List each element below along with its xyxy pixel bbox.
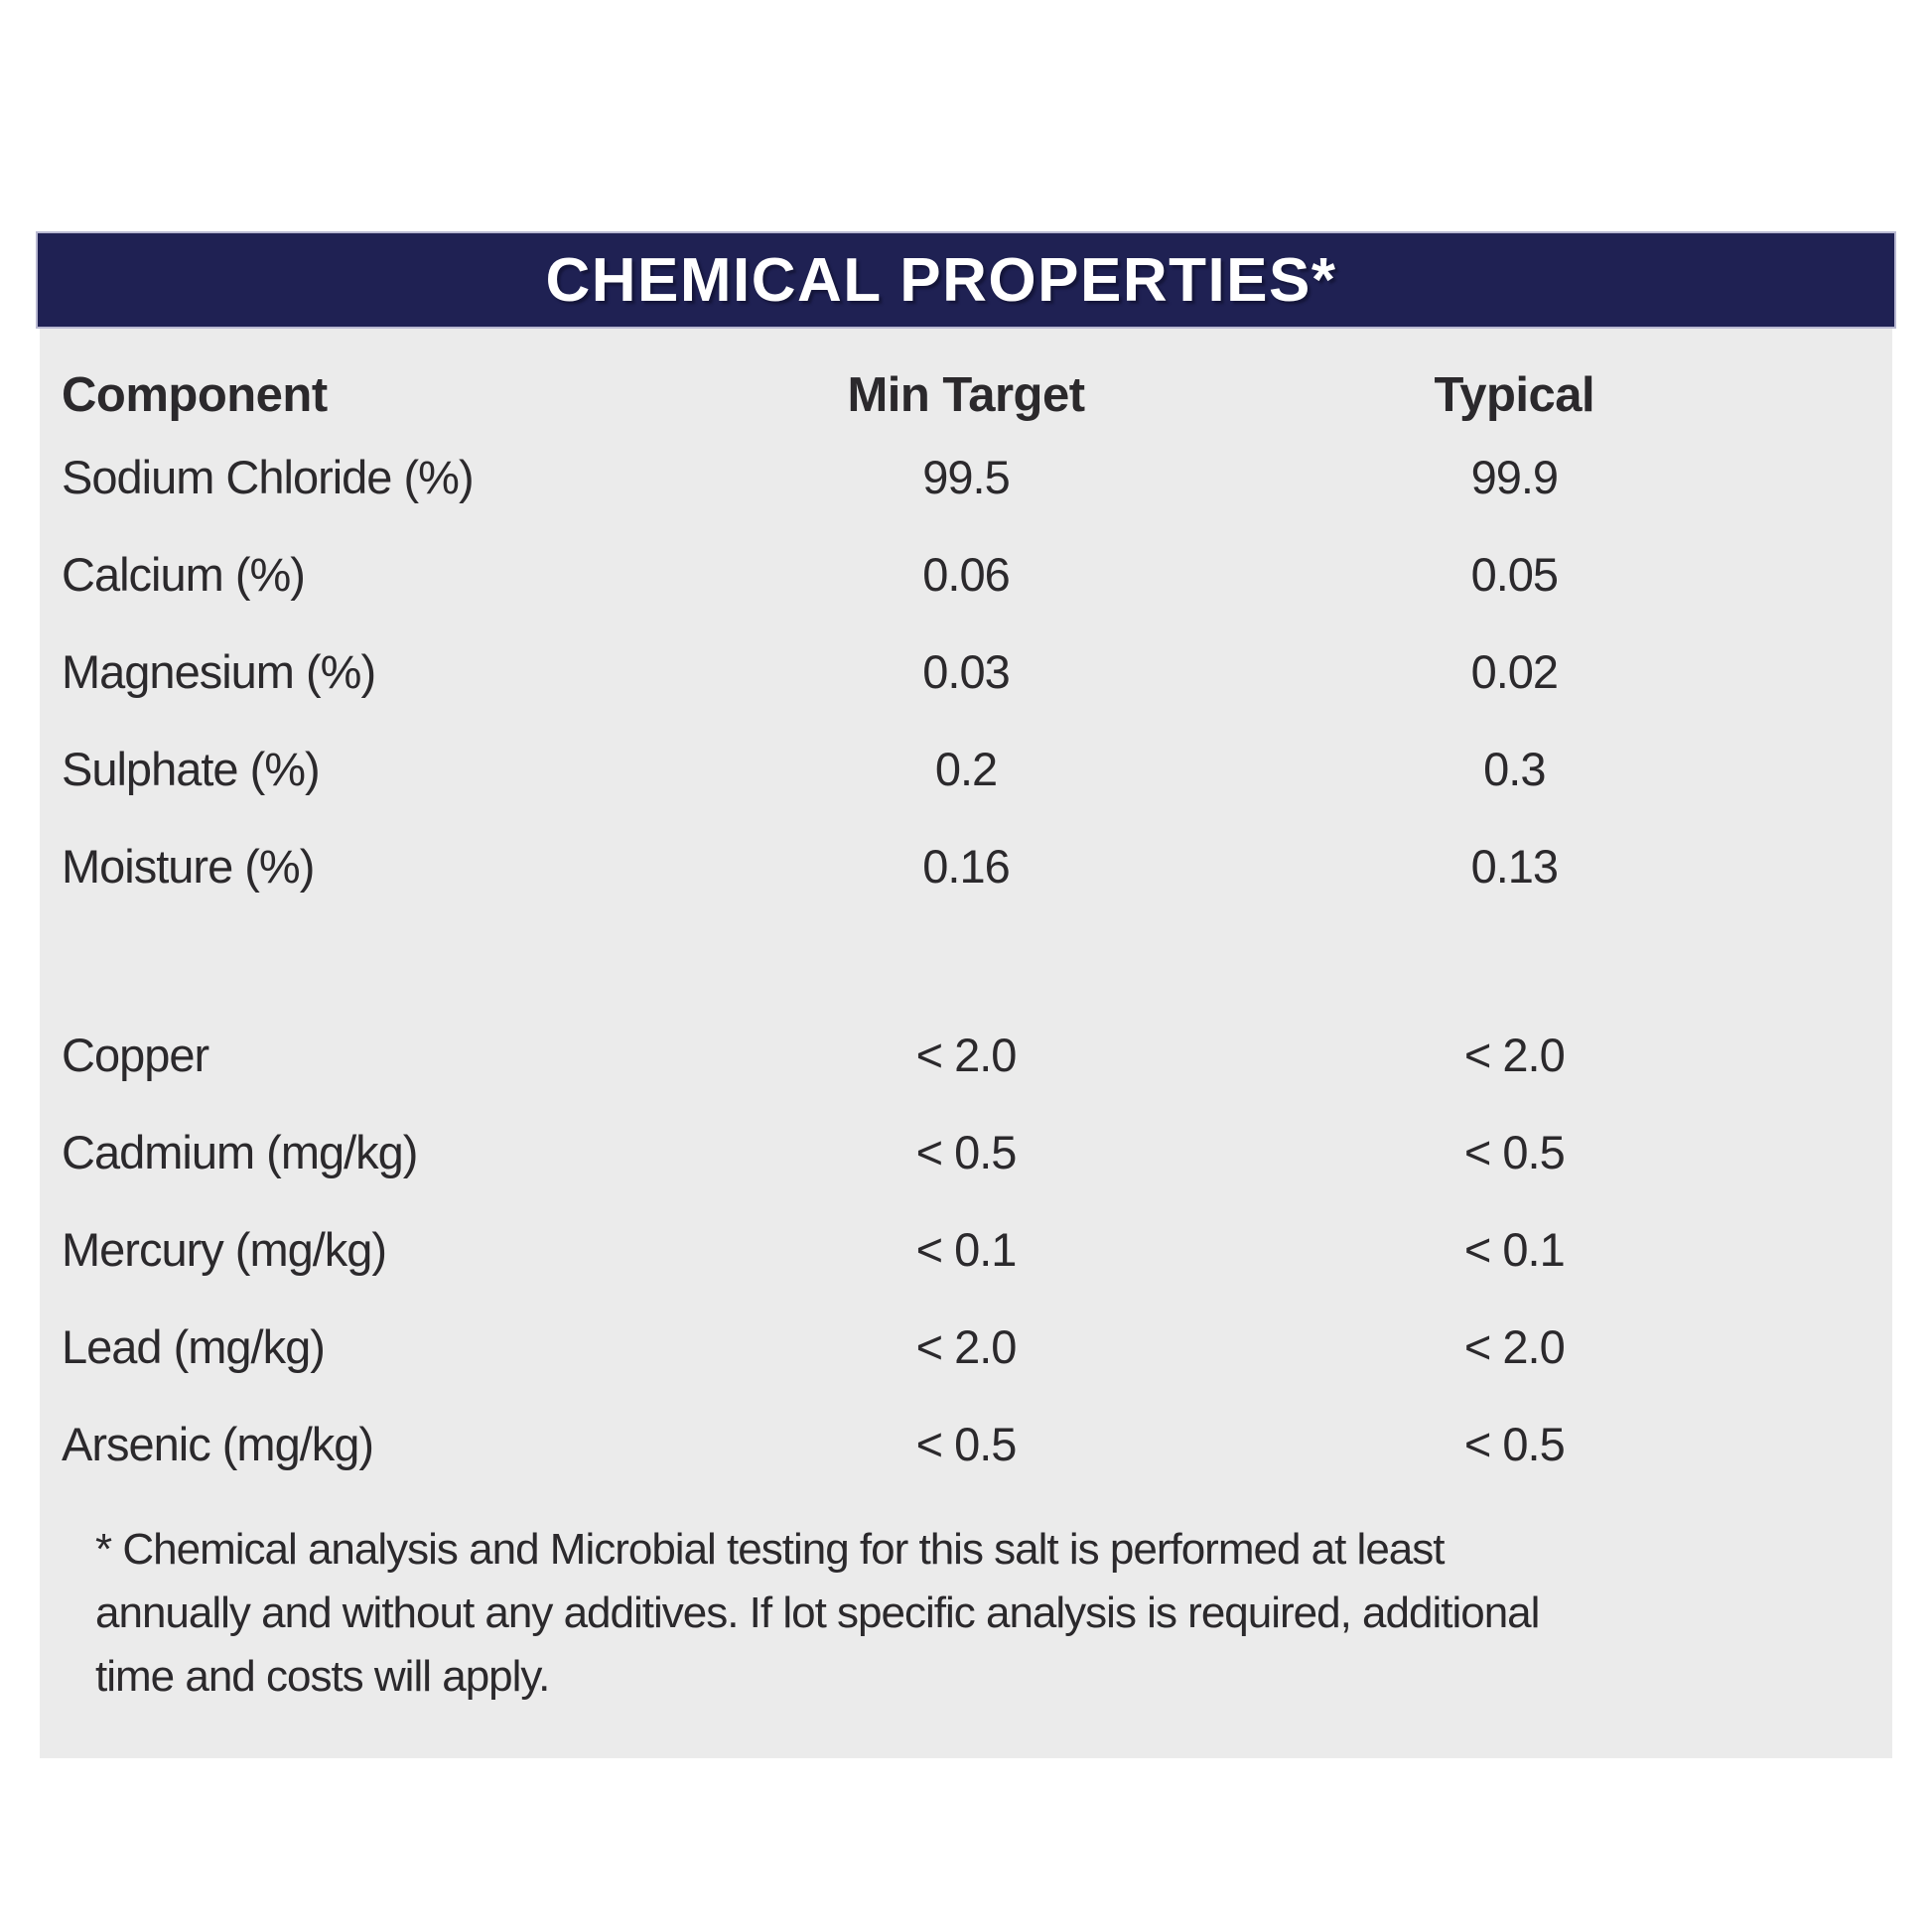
row-min-target: < 0.5 bbox=[915, 1417, 1018, 1470]
row-typical: 0.13 bbox=[1470, 839, 1559, 893]
table-row-sulphate: Sulphate (%) 0.2 0.3 bbox=[40, 720, 1892, 817]
row-label: Sulphate (%) bbox=[62, 742, 321, 795]
table-row-copper: Copper < 2.0 < 2.0 bbox=[40, 1006, 1892, 1103]
row-min-target: 0.16 bbox=[922, 839, 1010, 893]
section-title: CHEMICAL PROPERTIES* bbox=[545, 245, 1337, 315]
row-min-target: 0.06 bbox=[922, 547, 1010, 601]
table-row-mercury: Mercury (mg/kg) < 0.1 < 0.1 bbox=[40, 1200, 1892, 1298]
footnote-line-1: * Chemical analysis and Microbial testin… bbox=[95, 1525, 1446, 1574]
footnote-line-2: annually and without any additives. If l… bbox=[95, 1588, 1540, 1637]
row-typical: 0.3 bbox=[1483, 742, 1546, 795]
table-row-cadmium: Cadmium (mg/kg) < 0.5 < 0.5 bbox=[40, 1103, 1892, 1200]
table-header-row: Component Min Target Typical bbox=[40, 362, 1892, 428]
row-label: Magnesium (%) bbox=[62, 644, 376, 698]
row-label: Sodium Chloride (%) bbox=[62, 450, 475, 503]
footnote-line-3: time and costs will apply. bbox=[95, 1652, 550, 1701]
column-header-component: Component bbox=[62, 368, 328, 422]
row-min-target: < 0.1 bbox=[915, 1222, 1018, 1276]
row-typical: 0.02 bbox=[1470, 644, 1559, 698]
row-label: Copper bbox=[62, 1028, 209, 1081]
section-header-bar: CHEMICAL PROPERTIES* bbox=[36, 231, 1896, 329]
column-header-min-target: Min Target bbox=[847, 368, 1085, 422]
row-typical: < 0.5 bbox=[1463, 1125, 1566, 1178]
row-typical: < 2.0 bbox=[1463, 1028, 1566, 1081]
row-min-target: < 2.0 bbox=[915, 1319, 1018, 1373]
chemical-properties-panel: Component Min Target Typical Sodium Chlo… bbox=[40, 329, 1892, 1758]
column-header-typical: Typical bbox=[1434, 368, 1595, 422]
row-min-target: 99.5 bbox=[922, 450, 1010, 503]
row-label: Moisture (%) bbox=[62, 839, 315, 893]
table-row-sodium-chloride: Sodium Chloride (%) 99.5 99.9 bbox=[40, 428, 1892, 525]
row-typical: < 0.5 bbox=[1463, 1417, 1566, 1470]
row-min-target: < 2.0 bbox=[915, 1028, 1018, 1081]
row-typical: 99.9 bbox=[1470, 450, 1559, 503]
row-label: Mercury (mg/kg) bbox=[62, 1222, 387, 1276]
table-row-lead: Lead (mg/kg) < 2.0 < 2.0 bbox=[40, 1298, 1892, 1395]
table-row-magnesium: Magnesium (%) 0.03 0.02 bbox=[40, 622, 1892, 720]
row-min-target: < 0.5 bbox=[915, 1125, 1018, 1178]
table-row-arsenic: Arsenic (mg/kg) < 0.5 < 0.5 bbox=[40, 1395, 1892, 1492]
row-label: Cadmium (mg/kg) bbox=[62, 1125, 418, 1178]
row-label: Arsenic (mg/kg) bbox=[62, 1417, 374, 1470]
row-label: Calcium (%) bbox=[62, 547, 306, 601]
row-min-target: 0.03 bbox=[922, 644, 1010, 698]
footnote: * Chemical analysis and Microbial testin… bbox=[40, 1518, 1892, 1709]
row-min-target: 0.2 bbox=[934, 742, 998, 795]
table-row-calcium: Calcium (%) 0.06 0.05 bbox=[40, 525, 1892, 622]
row-typical: < 2.0 bbox=[1463, 1319, 1566, 1373]
row-typical: 0.05 bbox=[1470, 547, 1559, 601]
row-label: Lead (mg/kg) bbox=[62, 1319, 326, 1373]
table-row-moisture: Moisture (%) 0.16 0.13 bbox=[40, 817, 1892, 914]
table-group-spacer bbox=[40, 914, 1892, 1006]
chemical-properties-table: Component Min Target Typical Sodium Chlo… bbox=[40, 362, 1892, 1492]
row-typical: < 0.1 bbox=[1463, 1222, 1566, 1276]
